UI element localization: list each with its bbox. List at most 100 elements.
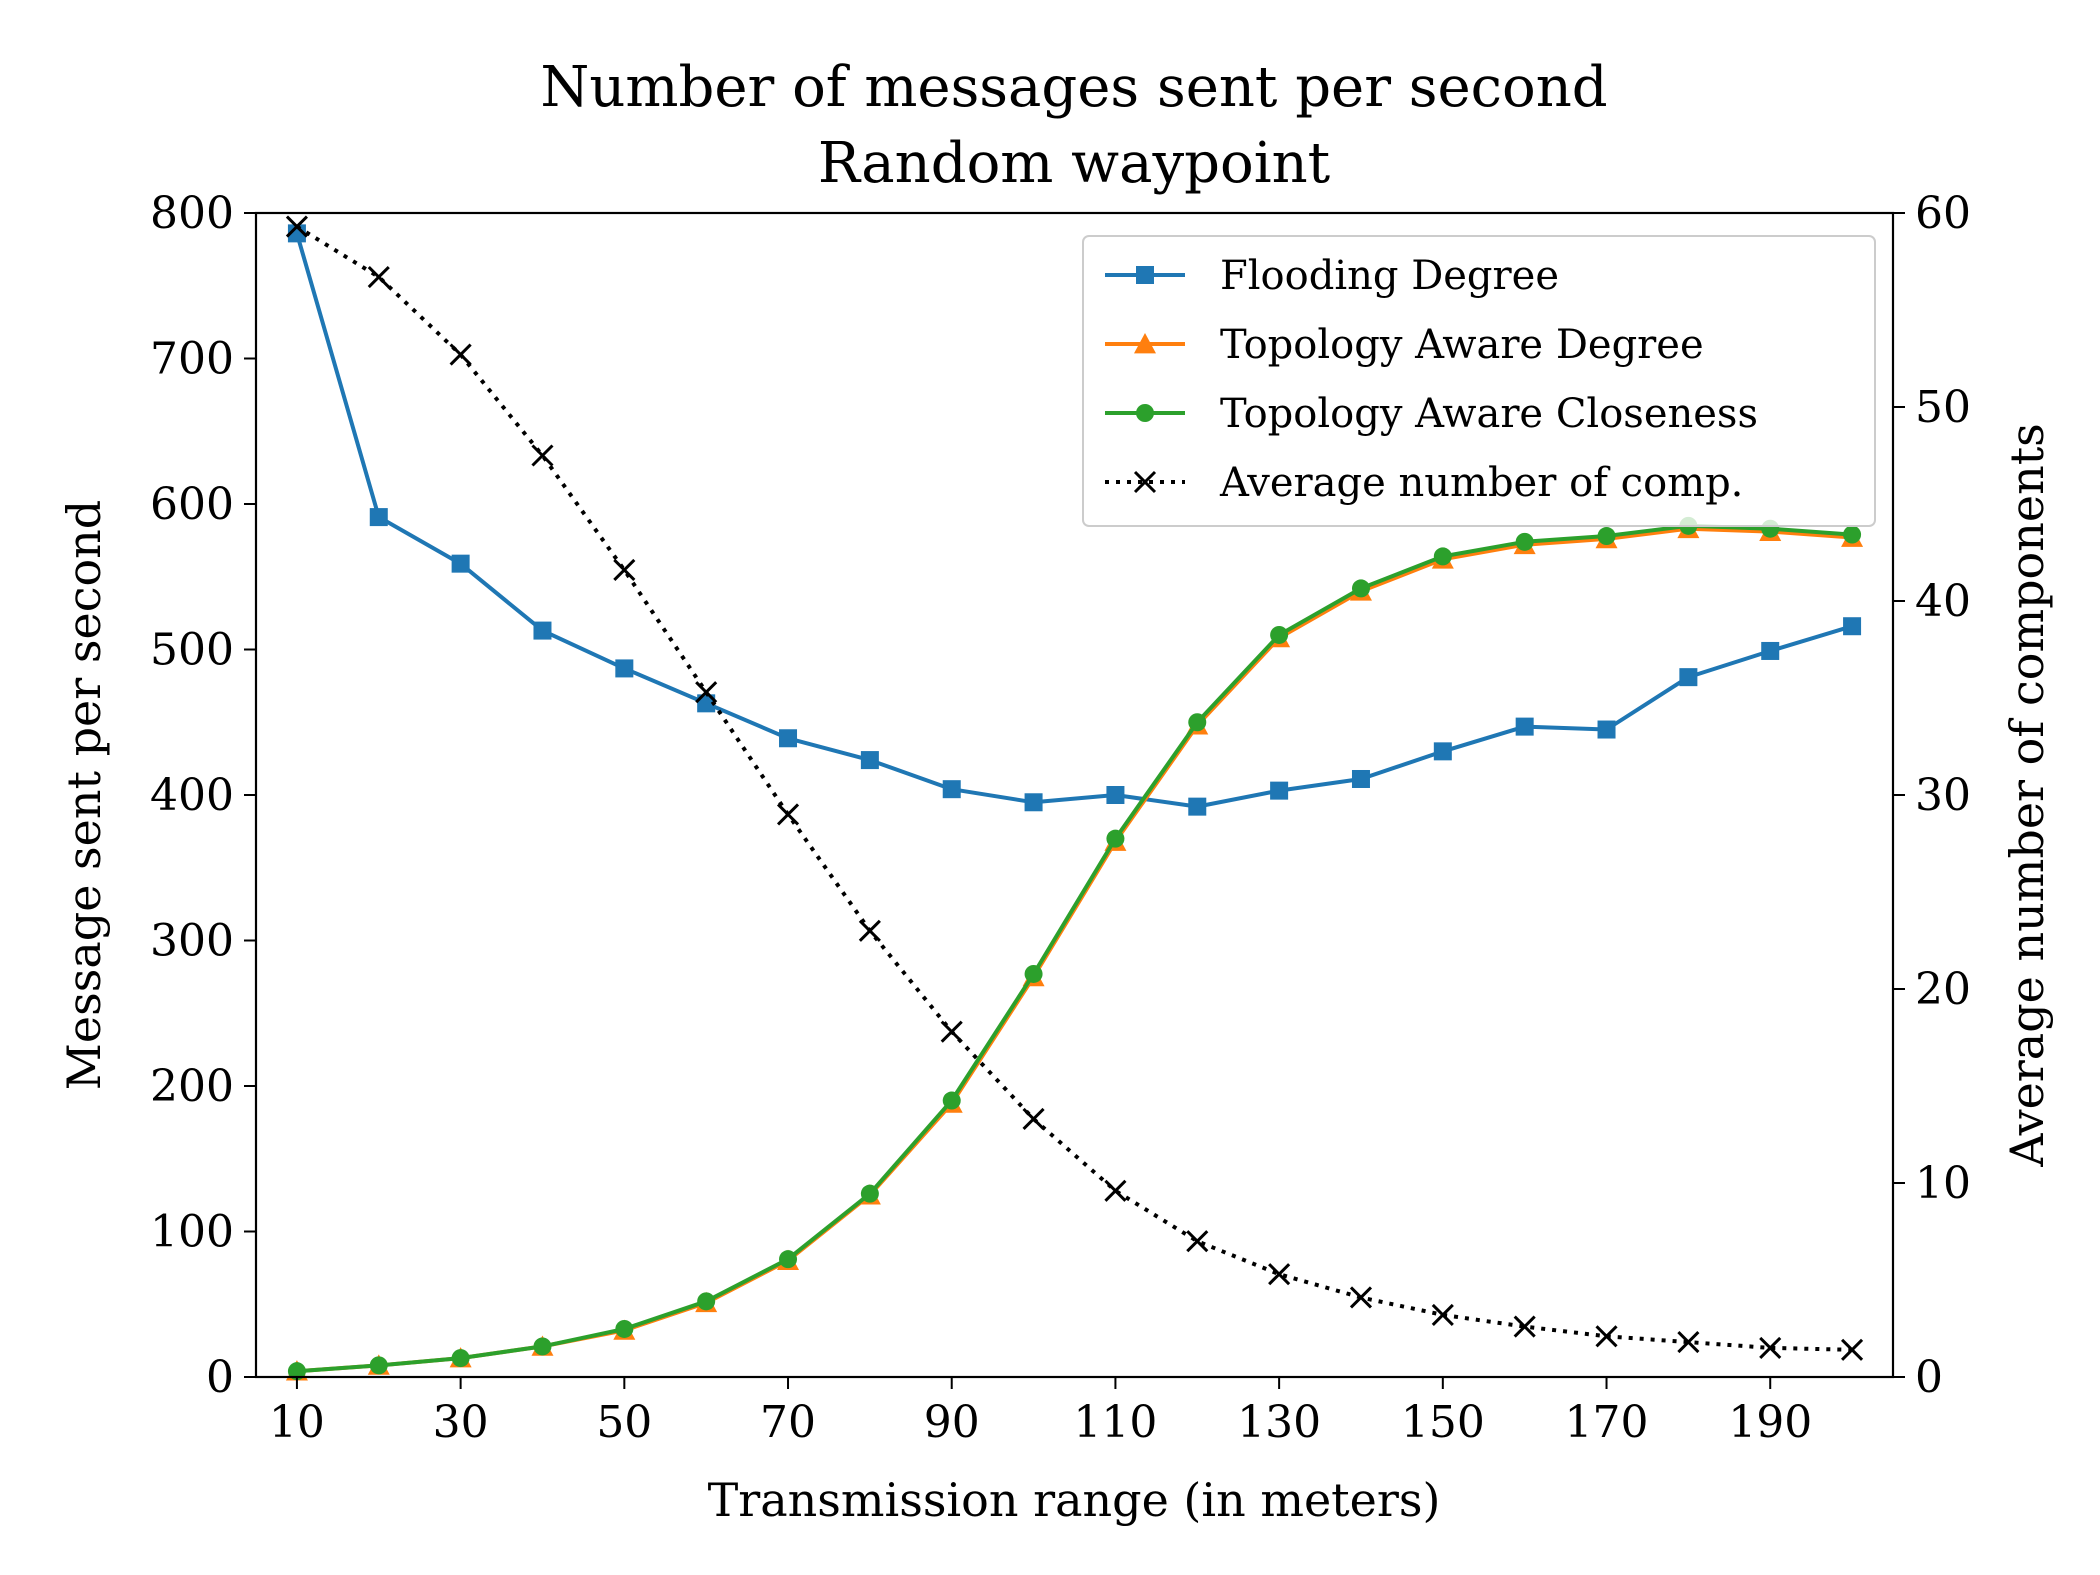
legend-label: Topology Aware Closeness — [1220, 391, 1758, 437]
y-tick-label: 600 — [150, 479, 234, 530]
y2-tick-label: 50 — [1915, 382, 1971, 433]
x-tick-label: 10 — [269, 1397, 325, 1448]
data-point — [1188, 797, 1207, 816]
data-point — [367, 265, 390, 289]
data-point — [1270, 781, 1289, 800]
series-0 — [287, 224, 1862, 816]
data-point — [1515, 532, 1534, 551]
data-point — [615, 659, 634, 678]
y-tick-label: 0 — [206, 1352, 234, 1403]
data-point — [1106, 829, 1125, 848]
data-point — [287, 1362, 306, 1381]
data-point — [779, 729, 798, 748]
data-point — [1841, 1338, 1864, 1361]
series-line — [296, 523, 1853, 1374]
data-point — [942, 1091, 961, 1110]
data-point — [695, 681, 718, 704]
data-point — [1186, 1230, 1209, 1253]
data-point — [613, 558, 636, 582]
chart-title: Number of messages sent per second — [540, 55, 1607, 120]
data-point — [531, 444, 554, 467]
data-point — [615, 1319, 634, 1338]
data-point — [369, 1356, 388, 1375]
data-point — [779, 1250, 798, 1269]
y-tick-label: 700 — [150, 334, 234, 385]
legend-marker — [1134, 333, 1156, 354]
y-tick-label: 400 — [150, 770, 234, 821]
y2-tick-label: 0 — [1915, 1352, 1943, 1403]
x-tick-label: 150 — [1401, 1397, 1485, 1448]
data-point — [1024, 793, 1043, 812]
y-tick-label: 200 — [150, 1061, 234, 1112]
data-point — [942, 780, 961, 799]
data-point — [449, 343, 472, 366]
data-point — [776, 803, 800, 826]
y2-tick-label: 20 — [1915, 964, 1971, 1015]
x-axis-ticks: 10 30 50 70 90 110 130 150 170 190 — [269, 1377, 1812, 1448]
data-point — [1024, 964, 1043, 983]
x-tick-label: 30 — [433, 1397, 489, 1448]
legend-label: Average number of comp. — [1219, 460, 1743, 506]
legend-entry: Topology Aware Degree — [1105, 322, 1704, 368]
data-point — [369, 508, 388, 527]
x-tick-label: 90 — [924, 1397, 980, 1448]
x-tick-label: 170 — [1565, 1397, 1649, 1448]
series-layer — [285, 215, 1864, 1381]
data-point — [1843, 617, 1862, 636]
series-2 — [287, 516, 1862, 1381]
data-point — [1433, 547, 1452, 566]
data-point — [1761, 641, 1780, 660]
data-point — [860, 1184, 879, 1203]
data-point — [1843, 525, 1862, 544]
data-point — [1433, 742, 1452, 761]
y-tick-label: 100 — [150, 1207, 234, 1258]
data-point — [1022, 1107, 1045, 1131]
data-point — [1106, 786, 1125, 804]
y2-tick-label: 60 — [1915, 188, 1971, 239]
data-point — [451, 554, 470, 573]
data-point — [285, 215, 308, 238]
y-tick-label: 800 — [150, 188, 234, 239]
data-point — [287, 224, 306, 243]
data-point — [1597, 527, 1616, 546]
legend-marker — [1133, 470, 1157, 494]
data-point — [940, 1020, 963, 1043]
x-tick-label: 50 — [596, 1397, 652, 1448]
legend-entry: Average number of comp. — [1105, 460, 1743, 506]
data-point — [697, 694, 716, 713]
data-point — [1677, 1331, 1700, 1354]
legend-entry: Flooding Degree — [1105, 253, 1559, 299]
legend: Flooding Degree Topology Aware Degree Topo… — [1082, 235, 1876, 527]
legend-marker — [1136, 404, 1154, 422]
data-point — [697, 1292, 716, 1311]
x-tick-label: 110 — [1073, 1397, 1157, 1448]
chart-subtitle: Random waypoint — [818, 131, 1331, 196]
y-axis-ticks: 0 100 200 300 400 500 600 700 800 — [150, 188, 256, 1403]
data-point — [1351, 769, 1370, 788]
data-point — [1188, 713, 1207, 732]
x-tick-label: 70 — [760, 1397, 816, 1448]
data-point — [1431, 1303, 1454, 1326]
x-axis-label: Transmission range (in meters) — [708, 1473, 1441, 1527]
series-3 — [285, 215, 1864, 1361]
data-point — [1513, 1315, 1536, 1338]
data-point — [1597, 720, 1616, 739]
x-tick-label: 190 — [1728, 1397, 1812, 1448]
legend-label: Flooding Degree — [1220, 253, 1559, 299]
y2-tick-label: 40 — [1915, 576, 1971, 627]
legend-label: Topology Aware Degree — [1220, 322, 1704, 368]
y2-axis-ticks: 0 10 20 30 40 50 60 — [1893, 188, 1971, 1403]
series-1 — [285, 517, 1864, 1381]
data-point — [533, 621, 552, 640]
y2-tick-label: 10 — [1915, 1158, 1971, 1209]
y-tick-label: 300 — [150, 916, 234, 967]
data-point — [1595, 1325, 1618, 1348]
series-line — [294, 232, 1853, 809]
data-point — [1268, 1263, 1291, 1286]
data-point — [1351, 579, 1370, 598]
y-tick-label: 500 — [150, 625, 234, 676]
data-point — [858, 919, 881, 942]
y2-tick-label: 30 — [1915, 770, 1971, 821]
y2-axis-label: Average number of components — [2000, 423, 2054, 1168]
